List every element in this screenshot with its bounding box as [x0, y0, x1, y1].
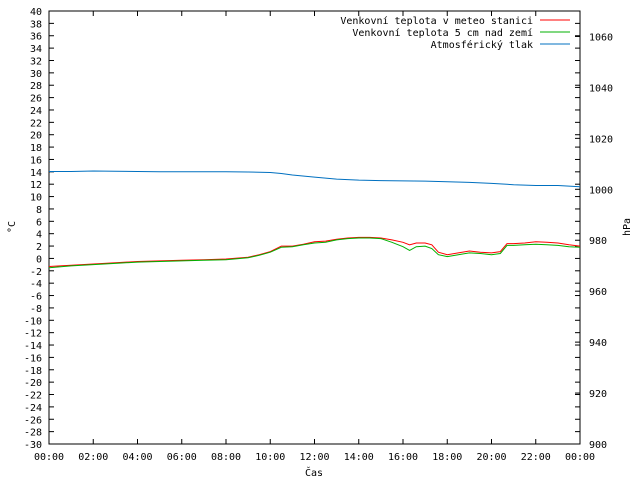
y-tick-label: -18	[24, 366, 42, 377]
legend: Venkovní teplota v meteo staniciVenkovní…	[340, 15, 570, 51]
y2-tick-label: 1040	[589, 83, 613, 94]
y-tick-label: 8	[36, 205, 42, 216]
x-tick-label: 02:00	[78, 452, 108, 463]
y-tick-label: 6	[36, 217, 42, 228]
legend-label-2: Venkovní teplota 5 cm nad zemí	[352, 27, 533, 39]
series-line-2	[48, 237, 581, 269]
x-tick-label: 18:00	[432, 452, 462, 463]
y2-tick-label: 900	[589, 440, 607, 451]
y-tick-label: -22	[24, 391, 42, 402]
y-tick-label: 16	[30, 155, 42, 166]
y-tick-label: 38	[30, 19, 42, 30]
x-tick-label: 22:00	[521, 452, 551, 463]
x-tick-label: 20:00	[476, 452, 506, 463]
x-tick-label: 16:00	[388, 452, 418, 463]
y-tick-label: 32	[30, 56, 42, 67]
legend-label-1: Venkovní teplota v meteo stanici	[340, 15, 533, 27]
y-tick-label: 30	[30, 69, 42, 80]
y-tick-label: -24	[24, 403, 42, 414]
y2-tick-label: 1060	[589, 32, 613, 43]
y2-tick-label: 920	[589, 389, 607, 400]
x-tick-label: 08:00	[211, 452, 241, 463]
y-tick-label: 40	[30, 7, 42, 18]
y-tick-label: -20	[24, 378, 42, 389]
y-tick-label: 4	[36, 230, 42, 241]
y-tick-label: 20	[30, 131, 42, 142]
y-tick-label: 34	[30, 44, 42, 55]
y2-axis: 900 920 940 960 980 1000 1020 1040 1060	[575, 32, 613, 451]
y-tick-label: -6	[30, 292, 42, 303]
y-tick-label: -2	[30, 267, 42, 278]
x-tick-label: 04:00	[122, 452, 152, 463]
y-tick-label: 14	[30, 168, 42, 179]
x-tick-label: 12:00	[299, 452, 329, 463]
series-lines	[48, 170, 581, 269]
y-tick-label: 26	[30, 94, 42, 105]
y-tick-label: 0	[36, 254, 42, 265]
y-tick-label: -12	[24, 329, 42, 340]
y2-tick-label: 1000	[589, 185, 613, 196]
x-tick-label: 10:00	[255, 452, 285, 463]
y-tick-label: -26	[24, 415, 42, 426]
y2-tick-label: 1020	[589, 134, 613, 145]
y-axis: -30-28-26-24-22-20-18-16-14-12-10-8-6-4-…	[24, 7, 580, 451]
y-tick-label: 36	[30, 32, 42, 43]
x-tick-label: 14:00	[344, 452, 374, 463]
series-line-1	[48, 236, 581, 267]
y2-tick-label: 980	[589, 236, 607, 247]
x-tick-label: 00:00	[34, 452, 64, 463]
x-tick-label: 06:00	[167, 452, 197, 463]
plot-frame	[48, 10, 581, 445]
y-axis-label: °C	[7, 221, 18, 233]
y-tick-label: -10	[24, 316, 42, 327]
x-tick-label: 00:00	[565, 452, 595, 463]
y-tick-label: 18	[30, 143, 42, 154]
y-tick-label: -30	[24, 440, 42, 451]
y-tick-label: 10	[30, 193, 42, 204]
y-tick-label: -16	[24, 353, 42, 364]
y2-axis-label: hPa	[622, 218, 633, 236]
legend-label-3: Atmosférický tlak	[431, 39, 533, 51]
y-tick-label: -28	[24, 428, 42, 439]
y-tick-label: -14	[24, 341, 42, 352]
y-tick-label: 22	[30, 118, 42, 129]
x-axis: 00:00 02:00 04:00 06:00 08:00 10:00 12:00 14:00…	[34, 11, 595, 463]
x-axis-label: Čas	[305, 466, 323, 479]
y-tick-label: 2	[36, 242, 42, 253]
y2-tick-label: 960	[589, 287, 607, 298]
y-tick-label: 24	[30, 106, 42, 117]
y-tick-label: 28	[30, 81, 42, 92]
y-tick-label: 12	[30, 180, 42, 191]
y-tick-label: -8	[30, 304, 42, 315]
y2-tick-label: 940	[589, 338, 607, 349]
y-tick-label: -4	[30, 279, 42, 290]
series-line-3	[49, 170, 581, 188]
